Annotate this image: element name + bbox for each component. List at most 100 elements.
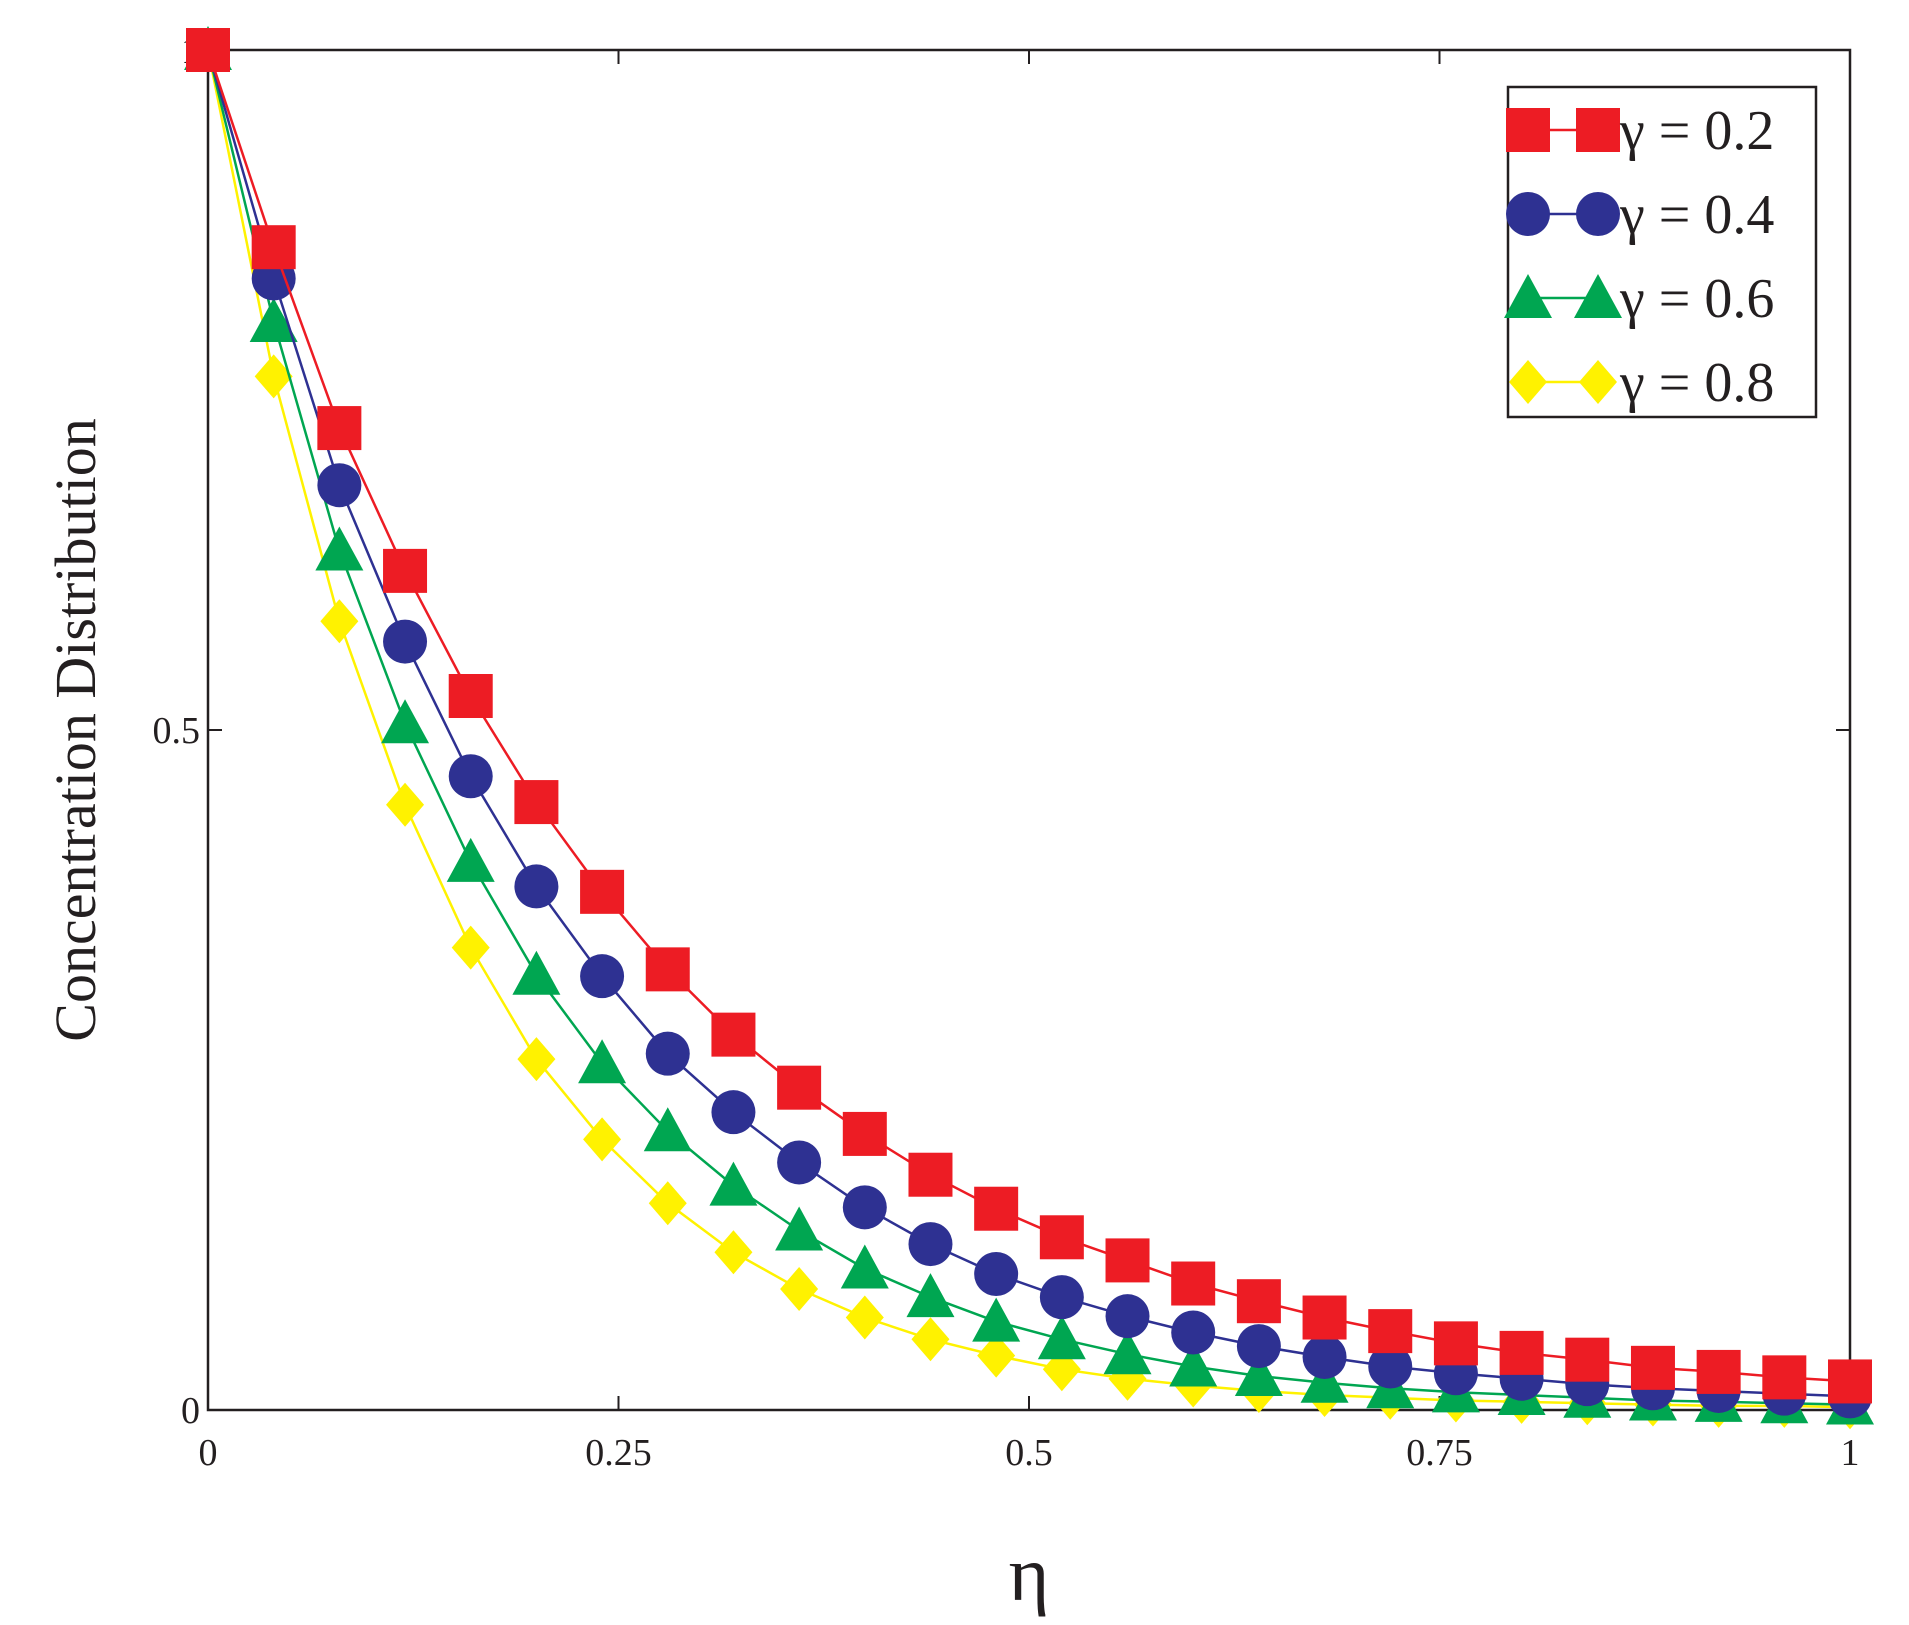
- data-point: [320, 599, 359, 644]
- legend-label: γ = 0.2: [1619, 100, 1774, 162]
- data-point: [1565, 1337, 1610, 1382]
- data-point: [451, 925, 490, 970]
- data-point: [383, 548, 428, 593]
- data-point: [777, 1065, 822, 1110]
- data-point: [643, 1107, 692, 1152]
- data-point: [1169, 1342, 1218, 1387]
- data-point: [974, 1186, 1019, 1231]
- data-point: [580, 869, 625, 914]
- x-axis-title: η: [1009, 1530, 1050, 1617]
- data-point: [317, 406, 362, 451]
- data-point: [842, 1185, 887, 1230]
- data-point: [845, 1295, 884, 1340]
- data-point: [1300, 1358, 1349, 1403]
- data-point: [1630, 1345, 1675, 1390]
- data-point: [777, 1140, 822, 1185]
- x-tick-label: 0.25: [585, 1432, 652, 1474]
- data-point: [842, 1111, 887, 1156]
- data-point: [580, 954, 625, 999]
- data-point: [386, 782, 425, 827]
- data-point: [1037, 1315, 1086, 1360]
- data-point: [780, 1266, 819, 1311]
- data-point: [1171, 1310, 1216, 1355]
- legend-item: γ = 0.2: [1506, 100, 1774, 162]
- data-point: [1039, 1275, 1084, 1320]
- x-tick-label: 0.75: [1406, 1432, 1473, 1474]
- x-tick-label: 0.5: [1005, 1432, 1053, 1474]
- data-point: [583, 1117, 622, 1162]
- data-point: [645, 947, 690, 992]
- data-point: [251, 225, 296, 270]
- data-point: [1302, 1334, 1347, 1379]
- y-tick-label: 0.5: [153, 710, 201, 752]
- data-point: [186, 28, 230, 72]
- data-point: [906, 1273, 955, 1318]
- data-point: [1236, 1324, 1281, 1369]
- data-point: [514, 780, 559, 825]
- legend-item: γ = 0.4: [1506, 184, 1774, 246]
- data-point: [711, 1012, 756, 1057]
- data-point: [709, 1161, 758, 1206]
- legend-marker: [1506, 192, 1550, 236]
- data-point: [1368, 1309, 1413, 1354]
- legend-marker: [1576, 108, 1620, 152]
- data-point: [578, 1039, 627, 1084]
- x-tick-label: 0: [199, 1432, 218, 1474]
- data-point: [446, 837, 495, 882]
- data-point: [1039, 1215, 1084, 1260]
- data-point: [315, 526, 364, 571]
- series-layer: [184, 26, 1874, 1430]
- legend-label: γ = 0.8: [1619, 352, 1774, 414]
- data-point: [840, 1244, 889, 1289]
- legend-item: γ = 0.6: [1504, 268, 1774, 330]
- data-point: [254, 354, 293, 399]
- legend-label: γ = 0.6: [1619, 268, 1774, 330]
- legend-marker: [1574, 274, 1622, 318]
- data-point: [381, 699, 430, 744]
- data-point: [383, 619, 428, 664]
- data-point: [517, 1037, 556, 1082]
- data-point: [711, 1090, 756, 1135]
- data-point: [714, 1230, 753, 1275]
- legend-marker: [1579, 360, 1617, 404]
- y-axis-title: Concentration Distribution: [43, 418, 108, 1041]
- data-point: [514, 864, 559, 909]
- data-point: [908, 1152, 953, 1197]
- y-tick-label: 0: [181, 1390, 200, 1432]
- data-point: [249, 298, 298, 342]
- data-point: [317, 463, 362, 508]
- data-point: [908, 1222, 953, 1267]
- data-point: [977, 1333, 1016, 1378]
- x-tick-label: 1: [1841, 1432, 1860, 1474]
- data-point: [1234, 1352, 1283, 1396]
- legend-box: [1506, 85, 1818, 419]
- legend-label: γ = 0.4: [1619, 184, 1774, 246]
- legend-marker: [1576, 192, 1620, 236]
- data-point: [512, 950, 561, 995]
- data-point: [448, 674, 493, 718]
- data-point: [972, 1297, 1021, 1342]
- data-point: [1696, 1349, 1741, 1394]
- data-point: [1105, 1238, 1150, 1283]
- data-point: [1368, 1344, 1413, 1389]
- data-point: [1103, 1330, 1152, 1375]
- data-point: [1828, 1359, 1872, 1404]
- data-point: [1499, 1330, 1544, 1375]
- data-point: [1236, 1279, 1281, 1324]
- legend: γ = 0.2 γ = 0.4 γ = 0.6 γ = 0.8: [1504, 85, 1818, 419]
- data-point: [911, 1317, 950, 1362]
- legend-item: γ = 0.8: [1509, 352, 1774, 414]
- data-point: [645, 1031, 690, 1076]
- legend-marker: [1509, 360, 1547, 404]
- data-point: [974, 1252, 1019, 1296]
- legend-marker: [1504, 274, 1552, 318]
- data-point: [1762, 1355, 1807, 1400]
- data-point: [1105, 1294, 1150, 1339]
- data-point: [1302, 1295, 1347, 1340]
- data-point: [1433, 1321, 1478, 1366]
- data-point: [1171, 1261, 1216, 1306]
- data-point: [448, 754, 493, 799]
